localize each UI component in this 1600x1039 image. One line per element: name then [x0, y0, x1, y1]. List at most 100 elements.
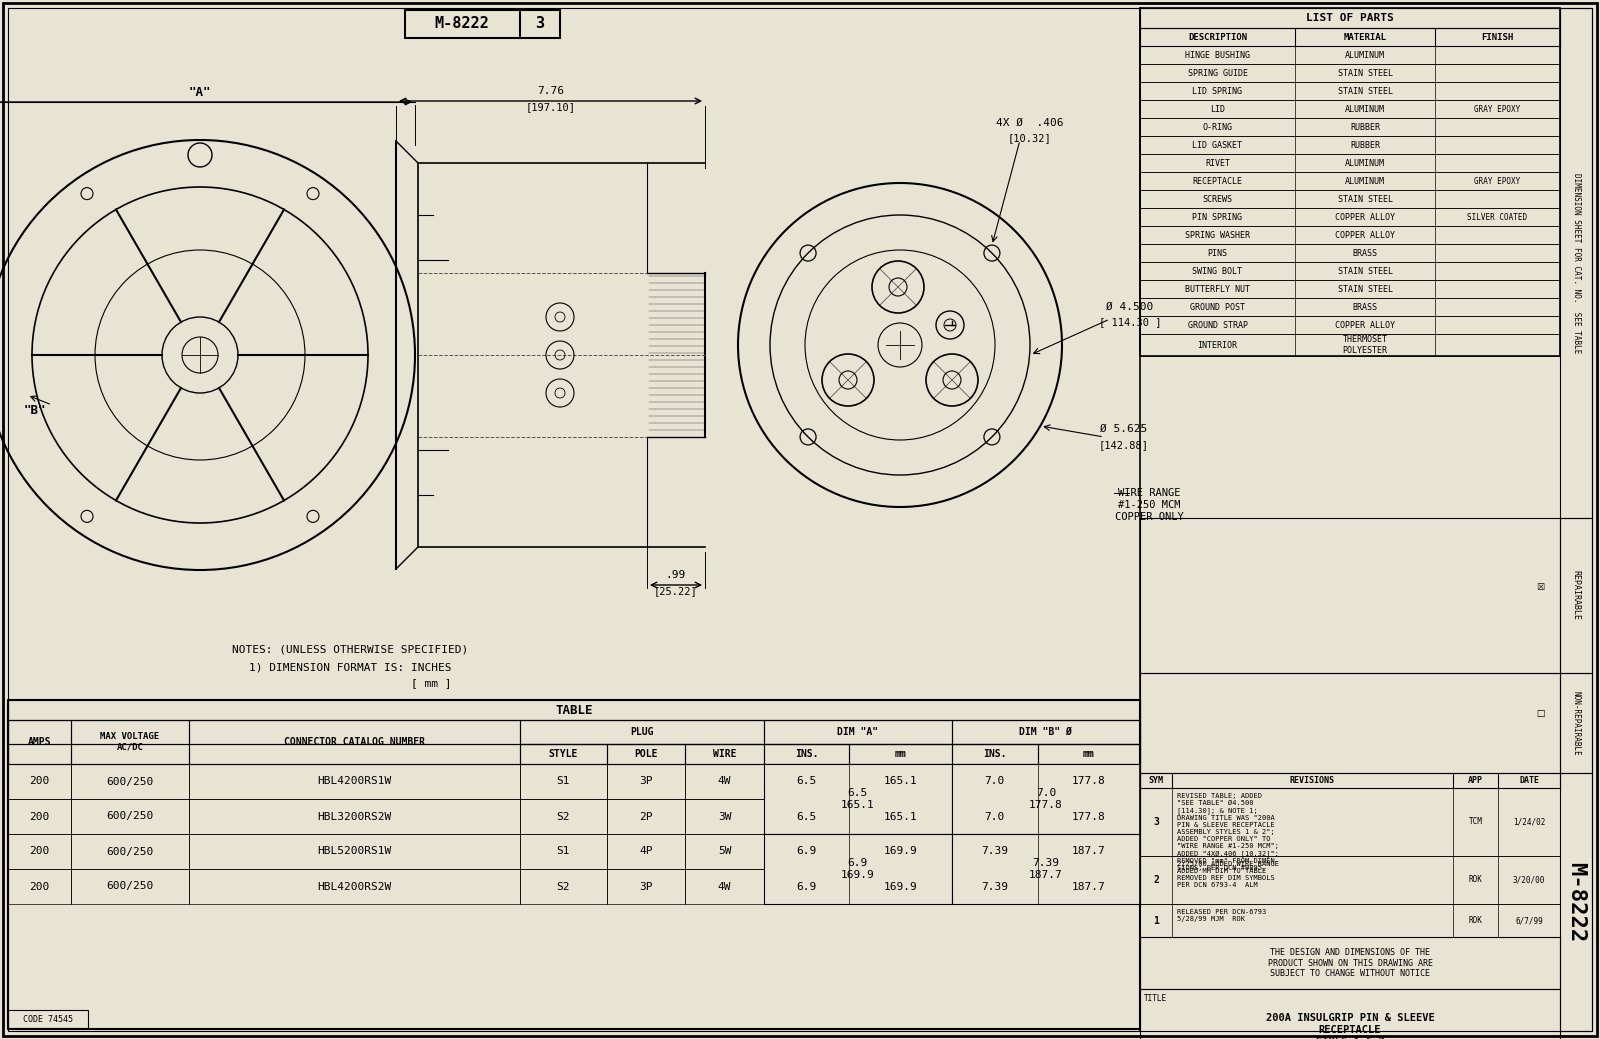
Text: 6.5: 6.5 — [797, 776, 816, 787]
Text: 165.1: 165.1 — [883, 811, 917, 822]
Text: 187.7: 187.7 — [1072, 847, 1106, 856]
Text: LID GASKET: LID GASKET — [1192, 140, 1243, 150]
Text: HINGE BUSHING: HINGE BUSHING — [1186, 51, 1250, 59]
Text: [25.22]: [25.22] — [654, 586, 698, 596]
Bar — [1139, 937, 1560, 989]
Text: M-8222: M-8222 — [1566, 862, 1586, 942]
Text: 7.0: 7.0 — [984, 776, 1005, 787]
Bar — [8, 764, 72, 799]
Text: APP: APP — [1469, 776, 1483, 785]
Text: GRAY EPOXY: GRAY EPOXY — [1474, 105, 1520, 113]
Text: FINISH: FINISH — [1482, 32, 1514, 42]
Text: [ mm ]: [ mm ] — [248, 678, 451, 688]
Bar — [763, 764, 850, 799]
Bar — [8, 744, 1139, 764]
Bar — [685, 744, 763, 764]
Bar — [952, 869, 1038, 904]
Bar — [1139, 136, 1560, 154]
Bar — [763, 720, 952, 744]
Text: 600/250: 600/250 — [106, 881, 154, 891]
Text: S1: S1 — [557, 847, 570, 856]
Text: STAIN STEEL: STAIN STEEL — [1338, 194, 1392, 204]
Text: RUBBER: RUBBER — [1350, 123, 1379, 132]
Text: PINS: PINS — [1208, 248, 1227, 258]
Bar — [1139, 8, 1560, 356]
Bar — [1139, 244, 1560, 262]
Text: SWING BOLT: SWING BOLT — [1192, 266, 1243, 275]
Bar — [189, 764, 520, 799]
Bar — [1139, 788, 1560, 856]
Bar — [189, 834, 520, 869]
Bar — [1038, 799, 1139, 834]
Text: 4W: 4W — [718, 776, 731, 787]
Bar — [1139, 856, 1560, 904]
Bar — [520, 764, 606, 799]
Text: TCM: TCM — [1469, 818, 1483, 826]
Text: 200: 200 — [29, 881, 50, 891]
Text: 200: 200 — [29, 811, 50, 822]
Text: "B": "B" — [24, 403, 46, 417]
Text: RELEASED PER DCN-6793
5/28/99 MJM  ROK: RELEASED PER DCN-6793 5/28/99 MJM ROK — [1178, 909, 1266, 922]
Text: COPPER ALLOY: COPPER ALLOY — [1334, 320, 1395, 329]
Text: POLE: POLE — [635, 749, 658, 760]
Text: DIM "B" Ø: DIM "B" Ø — [1019, 727, 1072, 737]
Text: 187.7: 187.7 — [1072, 881, 1106, 891]
Text: GRAY EPOXY: GRAY EPOXY — [1474, 177, 1520, 186]
Bar — [8, 834, 72, 869]
Bar — [763, 869, 850, 904]
Bar — [606, 744, 685, 764]
Bar — [763, 799, 850, 834]
Text: SPRING GUIDE: SPRING GUIDE — [1187, 69, 1248, 78]
Text: THE DESIGN AND DIMENSIONS OF THE
PRODUCT SHOWN ON THIS DRAWING ARE
SUBJECT TO CH: THE DESIGN AND DIMENSIONS OF THE PRODUCT… — [1267, 949, 1432, 978]
Text: GROUND STRAP: GROUND STRAP — [1187, 320, 1248, 329]
Text: INS.: INS. — [982, 749, 1006, 760]
Text: [197.10]: [197.10] — [525, 102, 576, 112]
Bar — [8, 720, 1139, 744]
Text: ALUMINUM: ALUMINUM — [1346, 177, 1386, 186]
Bar — [606, 764, 685, 799]
Bar — [1139, 82, 1560, 100]
Text: ROK: ROK — [1469, 916, 1483, 925]
Bar — [8, 869, 72, 904]
Bar — [763, 834, 952, 904]
Text: M-8222: M-8222 — [435, 17, 490, 31]
Text: 3P: 3P — [640, 776, 653, 787]
Bar — [685, 834, 763, 869]
Bar — [520, 834, 606, 869]
Text: SYM: SYM — [1149, 776, 1163, 785]
Text: 5W: 5W — [718, 847, 731, 856]
Text: HBL4200RS1W: HBL4200RS1W — [317, 776, 392, 787]
Text: 600/250: 600/250 — [106, 847, 154, 856]
Text: 7.39: 7.39 — [981, 847, 1008, 856]
Bar — [606, 869, 685, 904]
Bar — [850, 764, 952, 799]
Bar — [1038, 869, 1139, 904]
Bar — [1139, 64, 1560, 82]
Text: RIVET: RIVET — [1205, 159, 1230, 167]
Bar — [72, 799, 189, 834]
Bar — [1139, 518, 1560, 673]
Text: 7.0
177.8: 7.0 177.8 — [1029, 789, 1062, 809]
Bar — [520, 744, 606, 764]
Text: INTERIOR: INTERIOR — [1197, 341, 1237, 349]
Text: 6.9: 6.9 — [797, 881, 816, 891]
Bar — [1139, 673, 1560, 773]
Text: PLUG: PLUG — [630, 727, 653, 737]
Bar — [606, 799, 685, 834]
Bar — [952, 720, 1139, 744]
Text: HBL5200RS1W: HBL5200RS1W — [317, 847, 392, 856]
Text: REVISIONS: REVISIONS — [1290, 776, 1334, 785]
Text: 600/250: 600/250 — [106, 811, 154, 822]
Text: THERMOSET
POLYESTER: THERMOSET POLYESTER — [1342, 336, 1387, 354]
Text: REPAIRABLE: REPAIRABLE — [1571, 570, 1581, 620]
Text: BUTTERFLY NUT: BUTTERFLY NUT — [1186, 285, 1250, 293]
Text: WIRE RANGE
#1-250 MCM
COPPER ONLY: WIRE RANGE #1-250 MCM COPPER ONLY — [1115, 488, 1184, 522]
Text: STYLE: STYLE — [549, 749, 578, 760]
Bar — [405, 10, 560, 38]
Text: 1: 1 — [1154, 915, 1158, 926]
Text: WIRE: WIRE — [712, 749, 736, 760]
Text: ROK: ROK — [1469, 876, 1483, 884]
Bar — [685, 799, 763, 834]
Bar — [1139, 172, 1560, 190]
Text: ☐: ☐ — [1536, 705, 1544, 720]
